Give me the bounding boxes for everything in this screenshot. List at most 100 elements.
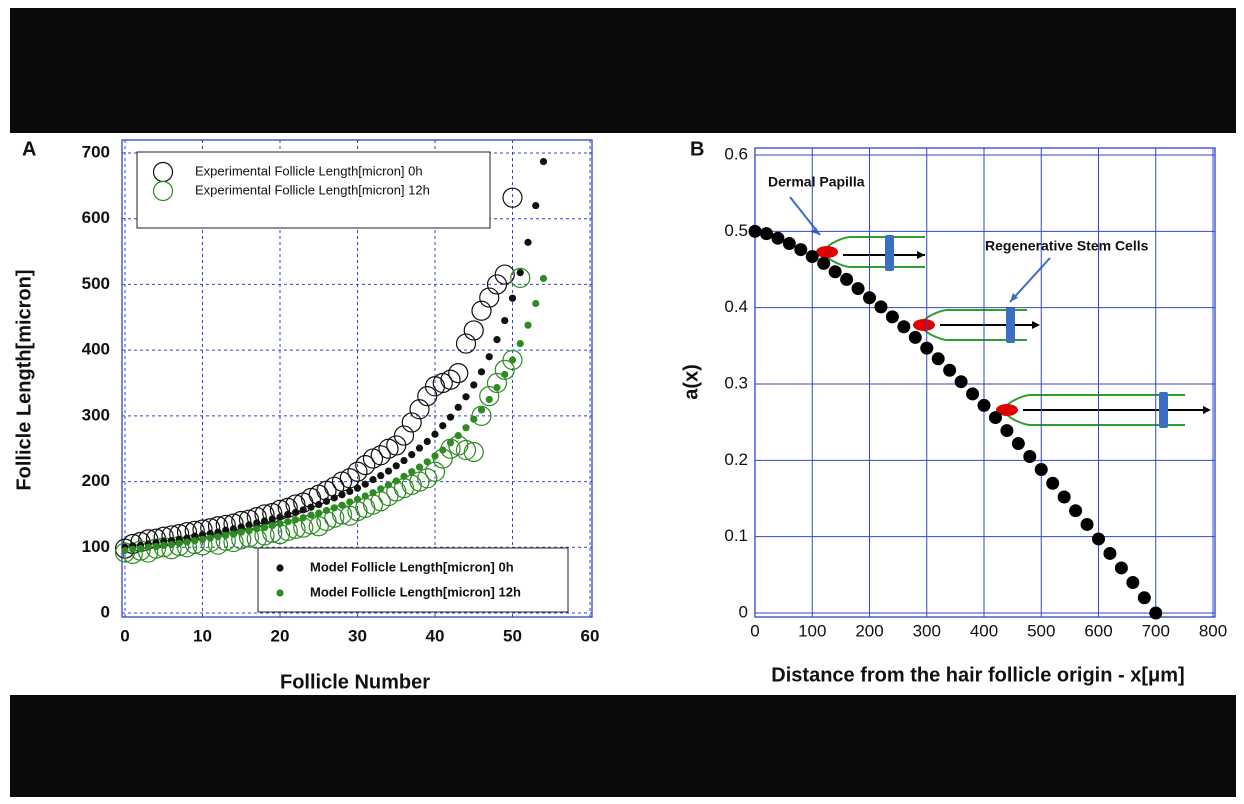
y-axis-label: Follicle Length[micron] — [13, 269, 35, 490]
data-point — [510, 267, 531, 288]
data-point — [863, 291, 876, 305]
data-point — [479, 386, 500, 407]
y-tick-label: 500 — [82, 274, 110, 293]
data-point — [1023, 450, 1037, 464]
x-tick-label: 200 — [855, 621, 883, 640]
data-point — [322, 506, 331, 515]
data-point — [1137, 591, 1151, 605]
data-point — [330, 504, 338, 512]
data-point — [400, 472, 408, 480]
data-point — [1069, 504, 1083, 518]
data-point — [446, 439, 455, 447]
legend-marker — [152, 180, 174, 202]
data-point — [307, 511, 315, 519]
data-point — [347, 461, 368, 482]
data-point — [198, 535, 207, 544]
data-point — [121, 546, 129, 555]
x-axis-label: Distance from the hair follicle origin -… — [771, 664, 1184, 686]
data-point — [817, 256, 831, 270]
y-tick-label: 0 — [739, 602, 748, 621]
data-point — [191, 537, 199, 545]
data-point — [524, 238, 532, 246]
y-tick-label: 300 — [82, 405, 110, 424]
data-point — [393, 425, 415, 446]
data-point — [370, 445, 391, 466]
data-point — [1092, 532, 1105, 546]
y-tick-label: 0 — [101, 602, 110, 621]
data-point — [315, 500, 323, 509]
data-point — [954, 375, 968, 389]
bottom-band — [10, 695, 1236, 797]
data-point — [471, 300, 492, 321]
data-point — [245, 521, 253, 529]
data-point — [446, 413, 455, 421]
data-point — [1149, 606, 1163, 620]
data-point — [338, 491, 346, 499]
data-point — [462, 424, 470, 432]
x-tick-label: 10 — [193, 626, 212, 645]
x-tick-label: 800 — [1199, 621, 1227, 640]
data-point — [268, 522, 276, 530]
data-point — [885, 310, 899, 324]
panel-label: A — [22, 138, 36, 160]
data-point — [415, 444, 424, 452]
data-point — [828, 265, 842, 279]
legend-marker — [276, 564, 284, 572]
data-point — [114, 542, 136, 563]
data-point — [539, 157, 548, 166]
data-point — [454, 403, 462, 411]
data-point — [477, 406, 486, 414]
data-point — [423, 437, 431, 446]
data-point — [392, 462, 400, 470]
data-point — [840, 272, 854, 286]
data-point — [392, 477, 400, 485]
data-point — [440, 369, 461, 390]
data-point — [479, 287, 500, 308]
data-point — [988, 411, 1002, 425]
data-point — [346, 498, 354, 506]
data-point — [463, 320, 484, 341]
data-point — [237, 523, 245, 531]
legend-label: Experimental Follicle Length[micron] 12h — [195, 182, 430, 197]
annotation: Regenerative Stem Cells — [985, 238, 1149, 254]
data-point — [401, 412, 422, 433]
data-point — [485, 395, 493, 404]
data-point — [516, 269, 524, 277]
data-point — [524, 321, 532, 329]
data-point — [532, 299, 540, 308]
data-point — [291, 516, 300, 524]
data-point — [493, 336, 501, 344]
legend-label: Model Follicle Length[micron] 0h — [310, 559, 514, 574]
data-point — [253, 519, 261, 527]
data-point — [206, 534, 214, 542]
data-point — [1126, 575, 1140, 589]
data-point — [966, 387, 980, 401]
data-point — [431, 452, 439, 460]
data-point — [322, 497, 331, 505]
data-point — [369, 476, 377, 484]
data-point — [920, 341, 934, 355]
y-tick-label: 0.5 — [724, 221, 748, 240]
y-axis-label: a(x) — [680, 364, 702, 400]
data-point — [759, 227, 773, 241]
legend-box — [136, 151, 491, 229]
data-point — [229, 525, 238, 533]
data-point — [851, 282, 865, 296]
data-point — [353, 484, 362, 492]
data-point — [175, 539, 183, 547]
data-point — [299, 506, 307, 514]
data-point — [299, 514, 307, 522]
data-point — [874, 300, 888, 314]
data-point — [253, 525, 261, 533]
data-point — [260, 517, 269, 525]
data-point — [361, 480, 369, 488]
data-point — [229, 530, 238, 538]
y-tick-label: 200 — [82, 471, 110, 490]
x-tick-label: 0 — [120, 626, 129, 645]
data-point — [417, 468, 438, 489]
data-point — [502, 349, 523, 371]
legend-marker — [276, 589, 284, 597]
data-point — [508, 294, 517, 302]
data-point — [346, 487, 354, 496]
data-point — [400, 456, 408, 465]
